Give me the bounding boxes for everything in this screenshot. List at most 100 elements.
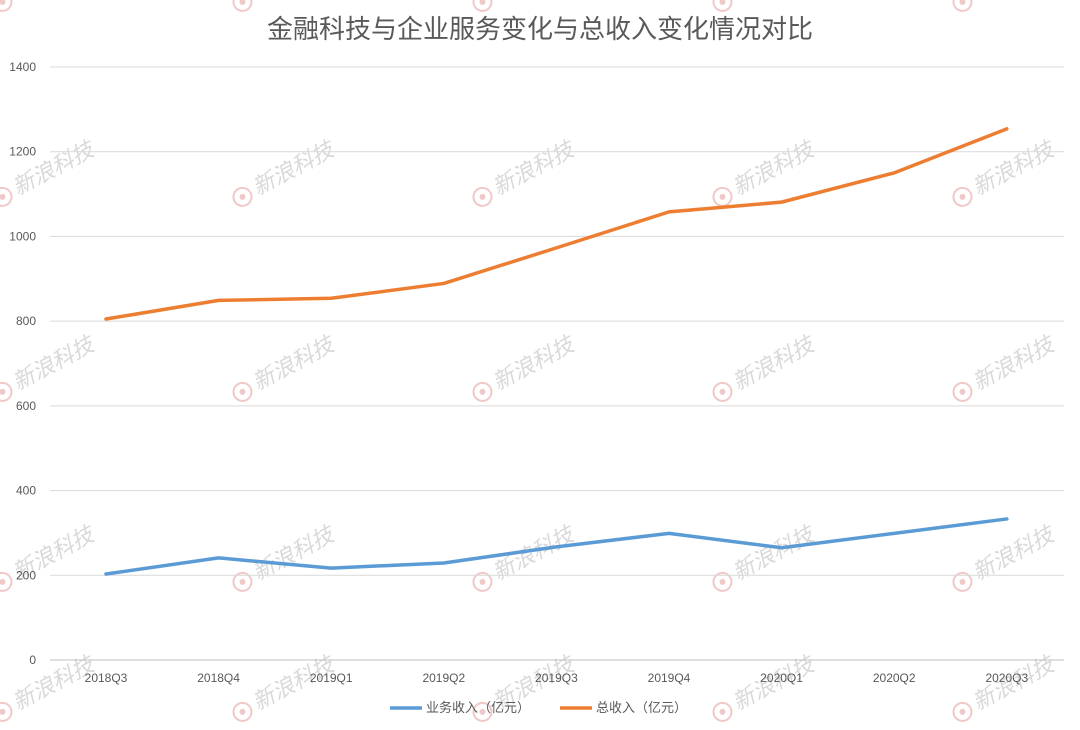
sina-logo-icon <box>0 701 13 722</box>
sina-logo-icon <box>712 186 733 207</box>
watermark-text: 新浪科技 <box>489 331 581 396</box>
watermark: 新浪科技 <box>712 521 821 592</box>
watermark-text: 新浪科技 <box>9 331 101 396</box>
watermark: 新浪科技 <box>0 0 101 12</box>
sina-logo-icon <box>0 381 13 402</box>
legend: 业务收入（亿元） 总收入（亿元） <box>390 700 687 716</box>
sina-logo-icon <box>232 571 253 592</box>
y-tick-label: 0 <box>29 653 36 667</box>
sina-logo-eye-icon <box>0 708 6 715</box>
y-tick-label: 400 <box>16 484 36 498</box>
x-tick-label: 2019Q1 <box>310 671 353 685</box>
sina-logo-icon <box>712 0 733 12</box>
data-point <box>217 556 221 560</box>
sina-logo-eye-icon <box>0 578 6 585</box>
sina-logo-eye-icon <box>959 578 966 585</box>
sina-logo-eye-icon <box>479 388 486 395</box>
sina-logo-eye-icon <box>479 193 486 200</box>
watermark: 新浪科技 <box>952 521 1061 592</box>
data-point <box>442 281 446 285</box>
x-tick-label: 2020Q1 <box>760 671 803 685</box>
y-tick-label: 1400 <box>9 60 36 74</box>
sina-logo-eye-icon <box>0 0 6 5</box>
legend-label: 总收入（亿元） <box>596 701 687 716</box>
x-tick-label: 2019Q4 <box>648 671 691 685</box>
watermark: 新浪科技 <box>952 0 1061 12</box>
x-tick-label: 2018Q4 <box>197 671 240 685</box>
watermark-text: 新浪科技 <box>969 136 1061 201</box>
sina-logo-eye-icon <box>719 193 726 200</box>
watermark: 新浪科技 <box>952 331 1061 402</box>
y-axis: 0 200 400 600 800 1000 1200 1400 <box>9 60 36 667</box>
watermark-text: 新浪科技 <box>489 136 581 201</box>
sina-logo-eye-icon <box>719 578 726 585</box>
x-tick-label: 2019Q3 <box>535 671 578 685</box>
data-point <box>780 546 784 550</box>
data-point <box>1005 517 1009 521</box>
data-point <box>104 317 108 321</box>
data-point <box>780 200 784 204</box>
sina-logo-icon <box>232 381 253 402</box>
sina-logo-eye-icon <box>719 388 726 395</box>
watermark: 新浪科技 <box>712 331 821 402</box>
sina-logo-icon <box>472 381 493 402</box>
data-point <box>554 545 558 549</box>
sina-logo-eye-icon <box>239 0 246 5</box>
sina-logo-eye-icon <box>719 0 726 5</box>
x-tick-label: 2019Q2 <box>422 671 465 685</box>
sina-logo-icon <box>952 571 973 592</box>
watermark-text: 新浪科技 <box>729 521 821 586</box>
sina-logo-icon <box>232 186 253 207</box>
watermark-text: 新浪科技 <box>969 521 1061 586</box>
sina-logo-icon <box>232 701 253 722</box>
x-tick-label: 2020Q2 <box>873 671 916 685</box>
plot-area <box>104 127 1009 576</box>
watermark-text: 新浪科技 <box>249 521 341 586</box>
x-tick-label: 2018Q3 <box>85 671 128 685</box>
sina-logo-icon <box>0 186 13 207</box>
watermark-text: 新浪科技 <box>489 0 581 6</box>
sina-logo-eye-icon <box>239 708 246 715</box>
sina-logo-eye-icon <box>239 193 246 200</box>
data-point <box>217 298 221 302</box>
watermark-text: 新浪科技 <box>249 136 341 201</box>
watermark-text: 新浪科技 <box>729 0 821 6</box>
sina-logo-eye-icon <box>479 0 486 5</box>
sina-logo-eye-icon <box>479 708 486 715</box>
sina-logo-eye-icon <box>959 193 966 200</box>
y-tick-label: 600 <box>16 399 36 413</box>
sina-logo-icon <box>712 571 733 592</box>
sina-logo-icon <box>472 0 493 12</box>
watermark-text: 新浪科技 <box>249 331 341 396</box>
watermark-text: 新浪科技 <box>729 331 821 396</box>
sina-logo-eye-icon <box>959 708 966 715</box>
data-point <box>892 531 896 535</box>
sina-logo-eye-icon <box>959 0 966 5</box>
watermark: 新浪科技 <box>0 331 101 402</box>
sina-logo-icon <box>0 0 13 12</box>
y-tick-label: 1000 <box>9 229 36 243</box>
data-point <box>667 531 671 535</box>
sina-logo-eye-icon <box>0 388 6 395</box>
sina-logo-icon <box>952 381 973 402</box>
watermark-text: 新浪科技 <box>969 0 1061 6</box>
watermark: 新浪科技 <box>232 331 341 402</box>
data-point <box>329 566 333 570</box>
watermark: 新浪科技 <box>0 521 101 592</box>
watermark: 新浪科技 <box>232 651 341 722</box>
watermark: 新浪科技 <box>472 331 581 402</box>
data-point <box>329 296 333 300</box>
x-tick-label: 2020Q3 <box>985 671 1028 685</box>
sina-logo-eye-icon <box>479 578 486 585</box>
watermark: 新浪科技 <box>712 136 821 207</box>
sina-logo-icon <box>952 701 973 722</box>
watermark-text: 新浪科技 <box>729 136 821 201</box>
watermark: 新浪科技 <box>952 136 1061 207</box>
chart-title: 金融科技与企业服务变化与总收入变化情况对比 <box>267 15 813 45</box>
data-point <box>554 246 558 250</box>
sina-logo-icon <box>472 186 493 207</box>
watermark-text: 新浪科技 <box>249 0 341 6</box>
watermark-text: 新浪科技 <box>969 331 1061 396</box>
